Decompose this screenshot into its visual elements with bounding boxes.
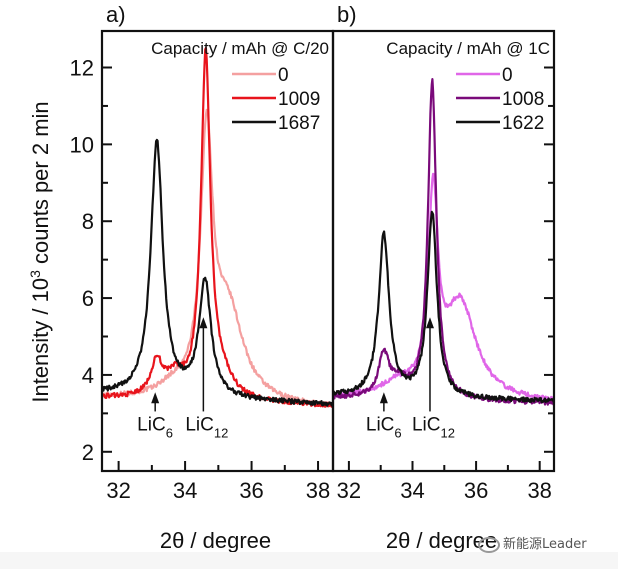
annotation-main: LiC <box>185 415 214 436</box>
series-line-1687 <box>100 138 335 407</box>
legend-label-1687: 1687 <box>278 113 320 134</box>
y-tick-label-12: 12 <box>70 56 94 81</box>
legend-label-1622: 1622 <box>502 113 544 134</box>
annotation-sub: 6 <box>166 426 173 441</box>
annotation-label-LiC6: LiC6 <box>137 415 173 441</box>
annotation-main: LiC <box>366 415 395 436</box>
y-axis-title-pre: Intensity / 10 <box>28 278 53 403</box>
legend-label-0: 0 <box>278 65 289 86</box>
x-tick-label-32: 32 <box>106 478 130 503</box>
x-tick-label-34: 34 <box>173 478 197 503</box>
watermark-text: 新能源Leader <box>503 537 587 552</box>
series-line-0 <box>331 172 555 402</box>
arrowhead-icon <box>199 317 208 329</box>
legend-label-1008: 1008 <box>502 89 544 110</box>
annotation-sub: 6 <box>394 426 401 441</box>
x-tick-label-34: 34 <box>400 478 424 503</box>
annotation-label-LiC12: LiC12 <box>185 415 228 441</box>
x-tick-label-36: 36 <box>239 478 263 503</box>
y-tick-label-2: 2 <box>82 440 94 465</box>
y-tick-label-8: 8 <box>82 209 94 234</box>
legend: Capacity / mAh @ 1C 0 1008 1622 <box>386 39 550 134</box>
arrowhead-icon <box>425 317 434 329</box>
x-tick-label-36: 36 <box>464 478 488 503</box>
annotation-sub: 12 <box>441 426 455 441</box>
y-axis-title: Intensity / 103 counts per 2 min <box>27 101 53 402</box>
y-tick-label-6: 6 <box>82 286 94 311</box>
annotation-label-LiC6: LiC6 <box>366 415 402 441</box>
series-line-1622 <box>331 210 556 404</box>
y-axis-title-post: counts per 2 min <box>28 101 53 270</box>
panel-label: a) <box>106 2 126 27</box>
annotation-main: LiC <box>412 415 441 436</box>
arrowhead-icon <box>151 392 160 404</box>
x-tick-label-38: 38 <box>306 478 330 503</box>
annotation-main: LiC <box>137 415 166 436</box>
watermark: 新能源Leader <box>478 533 587 553</box>
x-tick-label-38: 38 <box>527 478 551 503</box>
annotation-sub: 12 <box>214 426 228 441</box>
legend-label-0: 0 <box>502 65 513 86</box>
legend-label-1009: 1009 <box>278 89 320 110</box>
x-tick-label-32: 32 <box>337 478 361 503</box>
legend-title: Capacity / mAh @ 1C <box>386 39 550 58</box>
panel-label: b) <box>337 2 357 27</box>
arrowhead-icon <box>379 392 388 404</box>
wechat-icon <box>478 536 500 553</box>
legend-title: Capacity / mAh @ C/20 <box>151 39 329 58</box>
x-axis-title: 2θ / degree <box>160 528 271 553</box>
y-axis-title-sup: 3 <box>27 270 43 278</box>
legend: Capacity / mAh @ C/20 0 1009 1687 <box>151 39 329 134</box>
bottom-band <box>0 552 618 569</box>
annotation-label-LiC12: LiC12 <box>412 415 455 441</box>
y-tick-label-10: 10 <box>70 132 94 157</box>
y-tick-label-4: 4 <box>82 363 94 388</box>
